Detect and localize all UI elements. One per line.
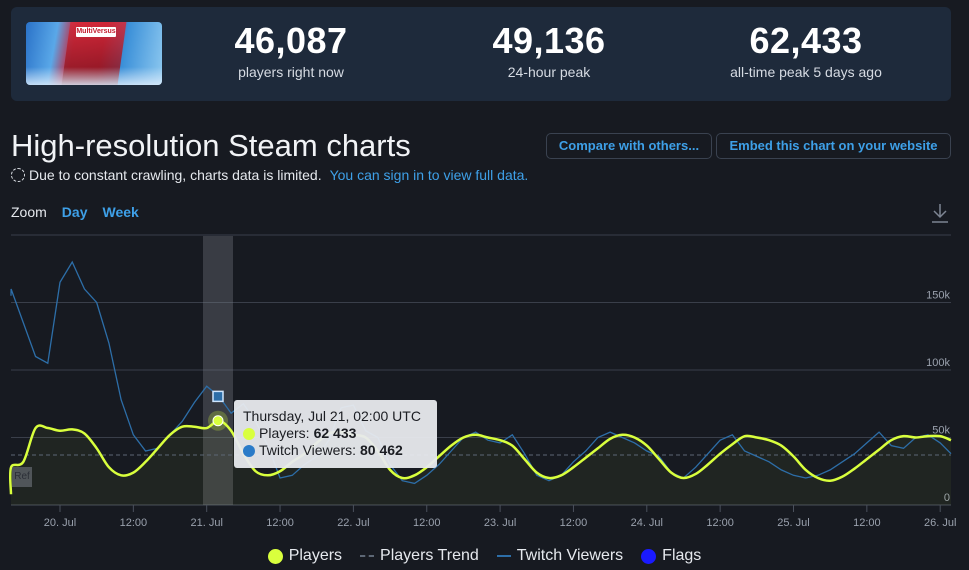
tooltip-twitch-row: Twitch Viewers: 80 462 (243, 442, 428, 459)
svg-text:23. Jul: 23. Jul (484, 517, 516, 529)
flags-dot-icon (641, 548, 657, 564)
thumbnail-clouds (26, 67, 162, 85)
stat-value: 62,433 (749, 20, 863, 61)
legend-players[interactable]: Players (267, 547, 343, 565)
twitch-dot-icon (243, 444, 255, 457)
legend-label: Players (288, 547, 343, 564)
dashed-circle-icon (11, 168, 25, 182)
chart-tooltip: Thursday, Jul 21, 02:00 UTC Players: 62 … (234, 400, 437, 468)
legend-label: Twitch Viewers (516, 547, 624, 564)
legend-label: Players Trend (380, 547, 479, 564)
compare-button[interactable]: Compare with others... (546, 133, 712, 159)
stat-24h-peak: 49,136 24-hour peak (474, 21, 624, 82)
svg-text:20. Jul: 20. Jul (44, 517, 76, 529)
embed-chart-button[interactable]: Embed this chart on your website (716, 133, 951, 159)
zoom-day-button[interactable]: Day (61, 204, 88, 220)
svg-text:12:00: 12:00 (706, 517, 734, 529)
svg-text:150k: 150k (926, 290, 950, 302)
chart-legend: Players Players Trend Twitch Viewers Fla… (0, 547, 969, 565)
reference-marker[interactable]: Ref (12, 467, 32, 487)
zoom-controls: Zoom Day Week (11, 204, 139, 220)
stat-value: 49,136 (492, 20, 606, 61)
svg-text:12:00: 12:00 (120, 517, 148, 529)
stat-all-time-peak: 62,433 all-time peak 5 days ago (711, 21, 901, 82)
tooltip-twitch-value: 80 462 (360, 442, 403, 458)
page-title: High-resolution Steam charts (11, 128, 411, 163)
download-icon[interactable] (930, 202, 950, 224)
data-limited-notice: Due to constant crawling, charts data is… (11, 167, 528, 183)
tooltip-players-label: Players: (259, 425, 310, 441)
svg-text:12:00: 12:00 (853, 517, 881, 529)
stat-label: all-time peak 5 days ago (730, 64, 882, 80)
stat-label: 24-hour peak (507, 64, 591, 80)
tooltip-title: Thursday, Jul 21, 02:00 UTC (243, 408, 421, 424)
svg-text:12:00: 12:00 (266, 517, 294, 529)
svg-text:24. Jul: 24. Jul (631, 517, 663, 529)
zoom-week-button[interactable]: Week (102, 204, 139, 220)
dashed-line-icon (360, 555, 375, 557)
svg-text:12:00: 12:00 (560, 517, 588, 529)
legend-twitch-viewers[interactable]: Twitch Viewers (496, 547, 624, 565)
tooltip-players-row: Players: 62 433 (243, 425, 428, 442)
svg-text:22. Jul: 22. Jul (337, 517, 369, 529)
tooltip-players-value: 62 433 (313, 425, 357, 441)
players-dot-icon (243, 427, 255, 440)
tooltip-twitch-label: Twitch Viewers: (259, 442, 356, 458)
sign-in-link[interactable]: You can sign in to view full data. (329, 167, 529, 183)
svg-text:26. Jul: 26. Jul (924, 517, 956, 529)
players-dot-icon (267, 548, 283, 564)
legend-label: Flags (662, 547, 702, 564)
stats-panel: MultiVersus 46,087 players right now 49,… (11, 7, 951, 101)
game-logo: MultiVersus (76, 27, 116, 37)
stat-value: 46,087 (234, 20, 348, 61)
line-icon (496, 555, 511, 557)
stat-label: players right now (238, 64, 344, 80)
svg-text:0: 0 (944, 492, 950, 504)
stat-players-now: 46,087 players right now (216, 21, 366, 82)
zoom-label: Zoom (11, 204, 47, 220)
legend-players-trend[interactable]: Players Trend (360, 547, 479, 565)
svg-text:12:00: 12:00 (413, 517, 441, 529)
svg-text:21. Jul: 21. Jul (190, 517, 222, 529)
game-thumbnail[interactable]: MultiVersus (26, 22, 162, 85)
svg-text:50k: 50k (932, 425, 950, 437)
notice-text: Due to constant crawling, charts data is… (29, 167, 322, 183)
legend-flags[interactable]: Flags (641, 547, 701, 565)
svg-text:100k: 100k (926, 357, 950, 369)
players-chart[interactable]: 0 50k 100k 150k 20. Jul 12:00 21. Jul 12:00 22. … (0, 230, 969, 540)
svg-text:25. Jul: 25. Jul (777, 517, 809, 529)
